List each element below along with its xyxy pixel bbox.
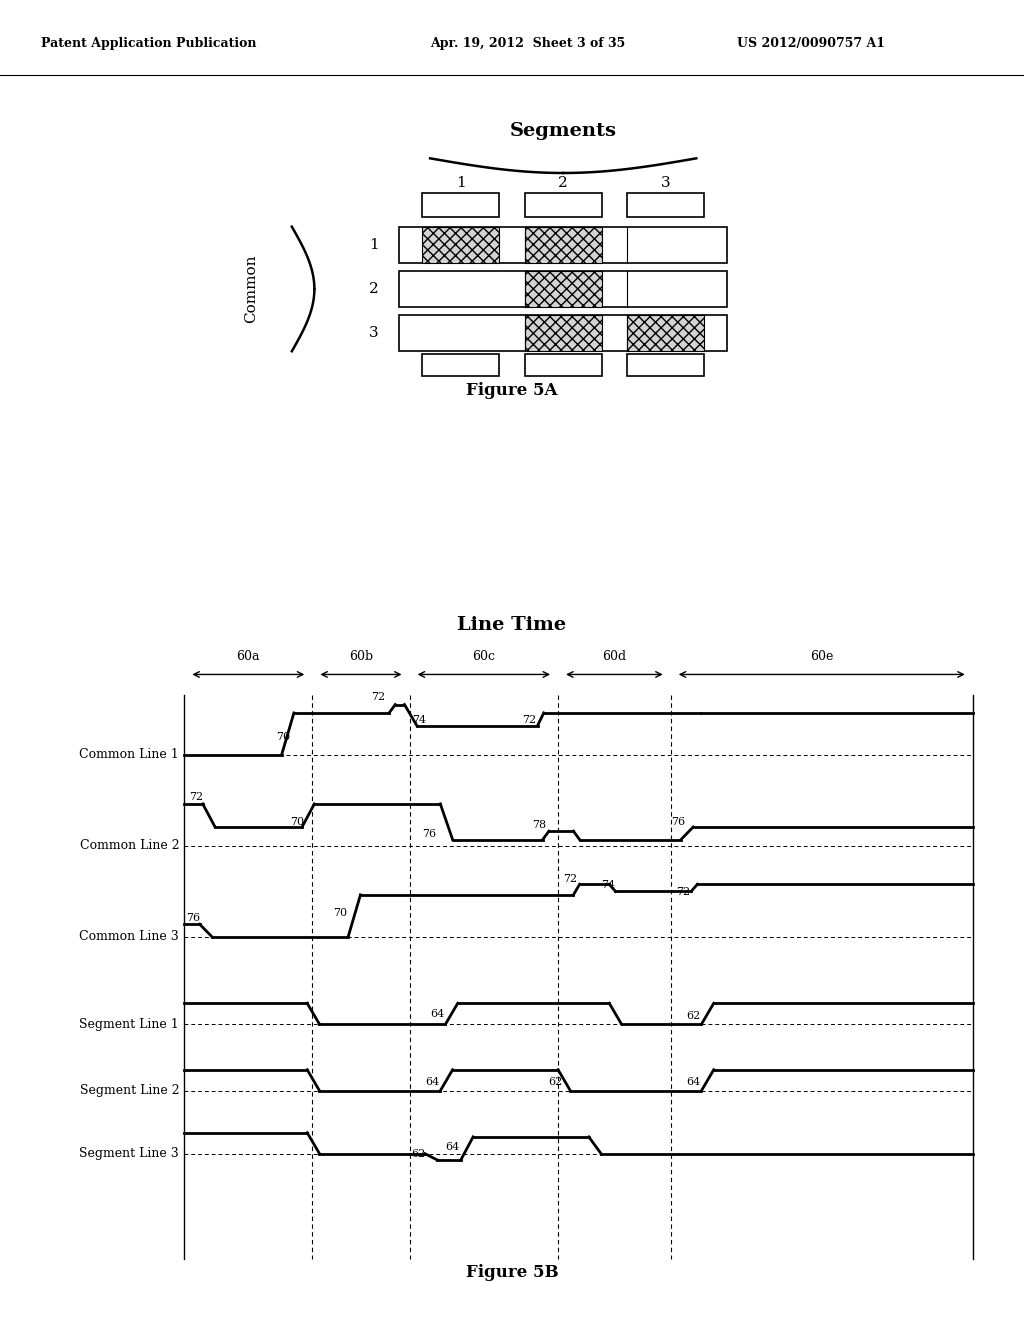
Text: 72: 72 bbox=[563, 874, 578, 884]
Text: Common: Common bbox=[244, 255, 258, 323]
FancyBboxPatch shape bbox=[423, 354, 500, 376]
Text: Segments: Segments bbox=[510, 123, 616, 140]
Text: 78: 78 bbox=[532, 820, 547, 830]
Text: 74: 74 bbox=[601, 880, 615, 890]
Text: 64: 64 bbox=[445, 1142, 460, 1152]
Text: Segment Line 2: Segment Line 2 bbox=[80, 1084, 179, 1097]
Text: 70: 70 bbox=[290, 817, 304, 826]
Text: 60b: 60b bbox=[349, 651, 373, 664]
FancyBboxPatch shape bbox=[423, 193, 500, 216]
FancyBboxPatch shape bbox=[627, 354, 705, 376]
Text: 1: 1 bbox=[369, 238, 379, 252]
Text: Segment Line 3: Segment Line 3 bbox=[80, 1147, 179, 1160]
Text: Common Line 1: Common Line 1 bbox=[80, 748, 179, 762]
Text: Apr. 19, 2012  Sheet 3 of 35: Apr. 19, 2012 Sheet 3 of 35 bbox=[430, 37, 626, 50]
FancyBboxPatch shape bbox=[627, 314, 705, 351]
Text: 62: 62 bbox=[686, 1011, 700, 1020]
FancyBboxPatch shape bbox=[525, 314, 602, 351]
Text: 60c: 60c bbox=[472, 651, 496, 664]
FancyBboxPatch shape bbox=[399, 314, 727, 351]
Text: 2: 2 bbox=[558, 176, 568, 190]
Text: 3: 3 bbox=[370, 326, 379, 341]
Text: 76: 76 bbox=[671, 817, 685, 826]
FancyBboxPatch shape bbox=[525, 354, 602, 376]
Text: 62: 62 bbox=[412, 1150, 426, 1159]
Text: 72: 72 bbox=[371, 692, 385, 702]
Text: 64: 64 bbox=[425, 1077, 439, 1088]
Text: Figure 5A: Figure 5A bbox=[466, 381, 558, 399]
Text: Line Time: Line Time bbox=[458, 616, 566, 635]
FancyBboxPatch shape bbox=[423, 227, 500, 263]
FancyBboxPatch shape bbox=[399, 271, 727, 308]
Text: 3: 3 bbox=[660, 176, 671, 190]
Text: 76: 76 bbox=[186, 913, 201, 923]
FancyBboxPatch shape bbox=[627, 193, 705, 216]
Text: 74: 74 bbox=[412, 715, 426, 726]
FancyBboxPatch shape bbox=[525, 193, 602, 216]
Text: Figure 5B: Figure 5B bbox=[466, 1265, 558, 1282]
Text: 60a: 60a bbox=[237, 651, 260, 664]
Text: 60d: 60d bbox=[602, 651, 627, 664]
Text: Patent Application Publication: Patent Application Publication bbox=[41, 37, 256, 50]
Text: 70: 70 bbox=[276, 733, 291, 742]
Text: 70: 70 bbox=[333, 908, 347, 917]
Text: 72: 72 bbox=[676, 887, 690, 896]
FancyBboxPatch shape bbox=[399, 227, 727, 263]
Text: 62: 62 bbox=[548, 1077, 562, 1088]
Text: 64: 64 bbox=[430, 1010, 444, 1019]
Text: 2: 2 bbox=[369, 282, 379, 296]
Text: 72: 72 bbox=[522, 714, 537, 725]
Text: 72: 72 bbox=[189, 792, 204, 803]
Text: US 2012/0090757 A1: US 2012/0090757 A1 bbox=[737, 37, 886, 50]
Text: Common Line 2: Common Line 2 bbox=[80, 840, 179, 853]
Text: 60e: 60e bbox=[810, 651, 834, 664]
FancyBboxPatch shape bbox=[525, 227, 602, 263]
FancyBboxPatch shape bbox=[525, 271, 602, 308]
Text: 76: 76 bbox=[422, 829, 436, 840]
Text: 64: 64 bbox=[686, 1077, 700, 1088]
Text: Common Line 3: Common Line 3 bbox=[80, 931, 179, 944]
Text: Segment Line 1: Segment Line 1 bbox=[80, 1018, 179, 1031]
Text: 1: 1 bbox=[456, 176, 466, 190]
